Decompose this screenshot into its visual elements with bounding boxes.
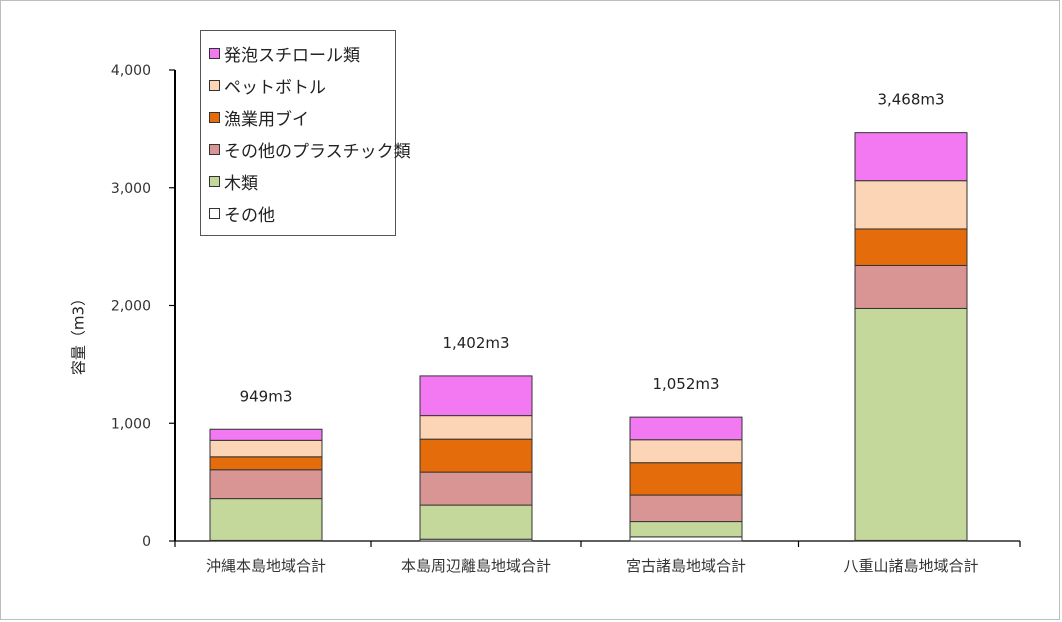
bar-segment [419,504,533,540]
bar-segment [209,439,323,458]
bar-total-label: 3,468m3 [877,91,944,109]
legend-item: ペットボトル [201,69,395,101]
bar-segment [209,456,323,471]
x-tick-label: 八重山諸島地域合計 [843,557,978,575]
legend-label: その他のプラスチック類 [224,141,411,162]
legend-swatch [209,111,220,123]
y-tick-label: 0 [142,534,151,550]
bar-segment [209,428,323,441]
y-tick-label: 2,000 [111,299,151,315]
bar-segment [419,438,533,473]
bar-segment [854,264,968,309]
legend-label: 木類 [224,173,258,194]
bar-segment [629,494,743,523]
bar-total-label: 1,052m3 [652,375,719,393]
bar-segment [209,498,323,541]
bar-segment [419,471,533,506]
bar-segment [419,415,533,440]
legend-swatch [209,143,220,155]
legend-label: その他 [224,205,275,226]
y-axis-label: 容量（m3） [69,290,88,376]
bar-segment [854,180,968,230]
y-tick-label: 4,000 [111,63,151,79]
bar-total-label: 1,402m3 [442,334,509,352]
legend-item: その他のプラスチック類 [201,133,411,165]
bar-segment [419,375,533,417]
x-tick-label: 本島周辺離島地域合計 [401,557,551,575]
legend-item: その他 [201,197,395,229]
bar-segment [209,469,323,500]
bar-segment [854,307,968,541]
bar-segment [629,521,743,538]
bar-total-label: 949m3 [240,387,293,405]
bar-segment [854,132,968,182]
bar-segment [629,416,743,441]
legend-label: 漁業用ブイ [224,109,309,130]
bar-segment [629,462,743,496]
legend-swatch [209,79,220,91]
legend-label: ペットボトル [224,77,326,98]
x-tick-label: 宮古諸島地域合計 [626,557,746,575]
bar-segment [629,439,743,464]
legend-swatch [209,207,220,219]
bar-segment [854,228,968,266]
legend-label: 発泡スチロール類 [224,45,360,66]
legend: 発泡スチロール類 ペットボトル 漁業用ブイその他のプラスチック類 木類その他 [200,30,411,236]
y-tick-label: 3,000 [111,181,151,197]
legend-item: 木類 [201,165,395,197]
bar-segment [629,536,743,542]
x-tick-label: 沖縄本島地域合計 [206,557,326,575]
legend-item: 発泡スチロール類 [201,37,395,69]
y-tick-label: 1,000 [111,416,151,432]
legend-item: 漁業用ブイ [201,101,395,133]
legend-swatch [209,175,220,187]
legend-swatch [209,47,220,59]
